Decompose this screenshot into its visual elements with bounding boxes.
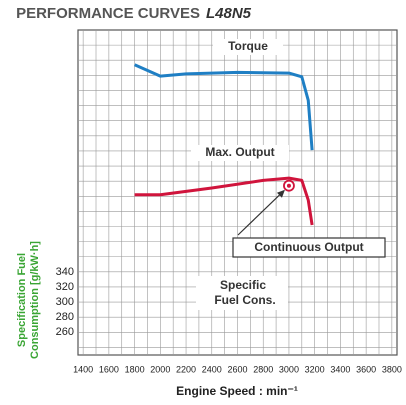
x-tick-label: 2800 xyxy=(253,364,273,374)
y-axis-label-line: Specification Fuel xyxy=(16,253,28,347)
x-tick-label: 2400 xyxy=(202,364,222,374)
annotation-arrowhead xyxy=(276,189,285,198)
chart-title: PERFORMANCE CURVES xyxy=(16,5,200,22)
series-line xyxy=(133,63,314,151)
x-tick-label: 3200 xyxy=(305,364,325,374)
x-tick-label: 2200 xyxy=(176,364,196,374)
label-box xyxy=(213,39,283,55)
x-tick-label: 3600 xyxy=(356,364,376,374)
annotation: Continuous Output xyxy=(254,240,363,254)
series-label: Max. Output xyxy=(205,145,274,159)
y-tick-label: 260 xyxy=(56,326,74,338)
series-line xyxy=(134,176,314,226)
y-axis-label-line: Consumption [g/kW·h] xyxy=(29,241,41,359)
x-tick-label: 1600 xyxy=(99,364,119,374)
label-box xyxy=(196,276,288,310)
x-tick-label: 2000 xyxy=(150,364,170,374)
x-tick-label: 3000 xyxy=(279,364,299,374)
y-tick-label: 320 xyxy=(56,281,74,293)
x-tick-label: 1400 xyxy=(73,364,93,374)
y-tick-label: 300 xyxy=(56,296,74,308)
x-tick-label: 1800 xyxy=(125,364,145,374)
label-box xyxy=(191,145,289,161)
x-axis-label: Engine Speed : min⁻¹ xyxy=(176,384,298,398)
annotation-arrow xyxy=(237,190,285,236)
x-tick-label: 3400 xyxy=(330,364,350,374)
chart-subtitle: L48N5 xyxy=(206,5,252,22)
x-tick-label: 2600 xyxy=(227,364,247,374)
x-tick-label: 3800 xyxy=(382,364,402,374)
annotation: Specific Fuel Cons. xyxy=(214,278,275,307)
y-axis-label: Specification Fuel Consumption [g/kW·h] xyxy=(16,241,41,359)
series-label: Torque xyxy=(228,39,268,53)
y-tick-label: 280 xyxy=(56,311,74,323)
continuous-output-dot xyxy=(286,183,291,188)
y-tick-label: 340 xyxy=(56,266,74,278)
annotation-box xyxy=(232,237,386,258)
